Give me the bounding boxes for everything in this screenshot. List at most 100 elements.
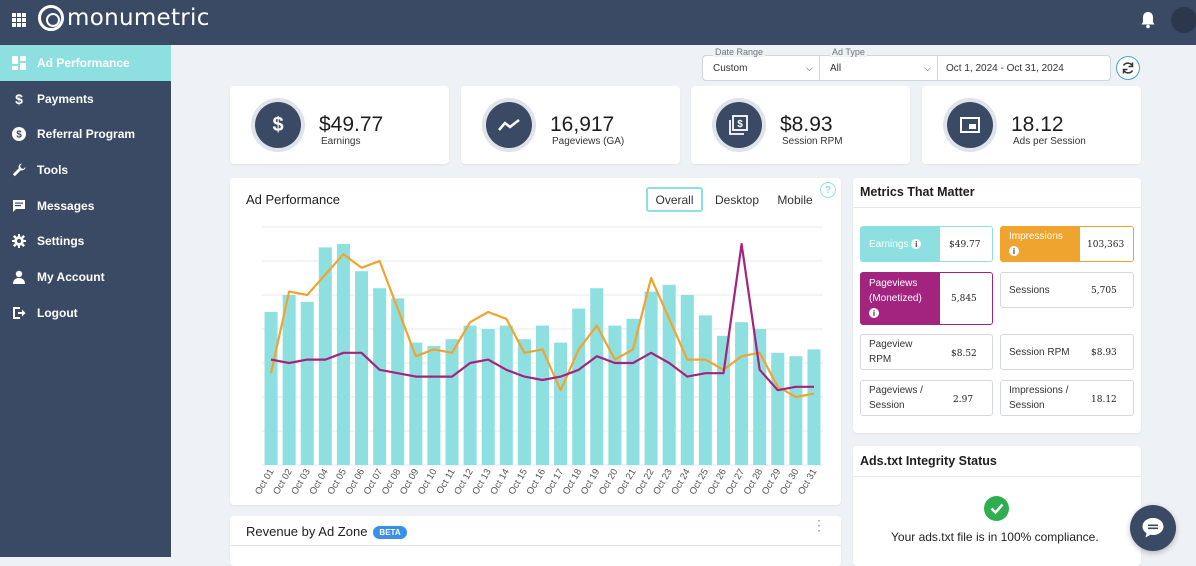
ads-txt-title: Ads.txt Integrity Status [860,454,997,468]
chart-bar[interactable] [282,295,296,465]
chart-bar[interactable] [355,271,369,465]
message-icon [12,199,26,213]
chart-bar[interactable] [427,346,441,465]
chart-bar[interactable] [590,288,604,465]
stat-label: Ads per Session [1013,136,1086,147]
sidebar-item-label: Settings [37,234,85,249]
chart-bar[interactable] [481,329,495,465]
trend-icon [486,102,532,148]
chart-bar[interactable] [373,288,387,465]
refresh-button[interactable] [1116,56,1140,80]
metric-label: Impressions / Session [1009,385,1069,411]
sidebar-item-logout[interactable]: Logout [0,295,171,331]
sidebar-item-label: Payments [37,91,94,106]
chart-bar[interactable] [535,325,550,465]
beta-badge: BETA [373,526,407,540]
dollar-icon: $ [255,102,301,148]
metric-label-text: Pageviews (Monetized) [869,278,922,304]
chart-series-line[interactable] [270,242,814,392]
sidebar-item-payments[interactable]: $ Payments [0,81,171,117]
info-icon[interactable]: i [1009,246,1019,257]
metric-label-text: Earnings [869,239,909,250]
chart-bar[interactable] [680,295,694,465]
sidebar-item-ad-performance[interactable]: Ad Performance [0,45,171,81]
sidebar-item-referral-program[interactable]: $ Referral Program [0,116,171,152]
info-icon[interactable]: i [911,239,922,250]
chart-bar[interactable] [662,284,676,465]
chart-bar[interactable] [644,291,658,465]
metric-label: Impressions i [1009,229,1063,259]
brand-logo[interactable]: monumetric [38,5,210,31]
svg-text:$: $ [16,130,22,141]
ads-txt-message: Your ads.txt file is in 100% compliance. [891,530,1099,544]
chart-bar[interactable] [318,247,332,465]
chart-bar[interactable] [572,308,586,465]
chart-bar[interactable] [735,322,749,465]
date-range-value: Custom [713,63,748,74]
chart-bar[interactable] [698,315,712,465]
sidebar-item-messages[interactable]: Messages [0,188,171,224]
sidebar-item-my-account[interactable]: My Account [0,259,171,295]
chart-bar[interactable] [626,318,640,465]
sidebar-item-label: Referral Program [37,127,136,142]
chart-bar[interactable] [771,352,785,465]
chat-button[interactable] [1130,505,1176,551]
more-options-icon[interactable]: ⋮ [812,517,826,533]
metrics-title: Metrics That Matter [860,185,975,199]
chart-bar[interactable] [753,329,767,465]
apps-grid-icon[interactable] [12,13,26,27]
help-icon[interactable]: ? [820,182,836,198]
ad-type-select[interactable]: Ad Type All ⌵ [820,47,938,80]
avatar[interactable] [1171,7,1196,33]
sidebar-item-label: My Account [37,269,105,284]
chart-bar[interactable] [391,298,405,465]
wrench-icon [12,163,26,177]
dollar-circle-icon: $ [12,127,26,142]
chart-bar[interactable] [807,349,821,465]
logout-icon [12,306,26,320]
sidebar-item-label: Tools [37,162,69,177]
revenue-by-ad-zone-header: Revenue by Ad Zone BETA [246,524,407,540]
chart-bar[interactable] [517,339,531,465]
metric-pageviews-monetized: Pageviews (Monetized) i 5,845 [860,272,993,325]
metric-label: Pageviews (Monetized) i [869,276,939,321]
metric-value: 5,845 [951,294,977,304]
metric-impressions-per-session: Impressions / Session 18.12 [1000,380,1134,416]
date-range-select[interactable]: Date Range Custom ⌵ [703,47,820,80]
date-range-input[interactable]: Oct 1, 2024 - Oct 31, 2024 [938,56,1110,80]
divider [853,207,1141,208]
bell-icon[interactable] [1140,11,1156,29]
metric-label: Session RPM [1009,347,1070,358]
chart-bar[interactable] [608,325,622,465]
svg-text:$: $ [737,119,743,130]
sidebar-item-label: Ad Performance [37,55,130,70]
chart-bar[interactable] [716,335,730,465]
metric-value: 103,363 [1087,240,1125,250]
tab-desktop[interactable]: Desktop [714,192,760,207]
chart-bar[interactable] [463,325,477,465]
stat-label: Session RPM [782,136,843,147]
chart-bar[interactable] [264,312,278,465]
metric-pageview-rpm: Pageview RPM $8.52 [860,334,993,370]
tab-mobile[interactable]: Mobile [777,192,813,207]
chart-bar[interactable] [499,325,513,465]
chart-bar[interactable] [336,244,350,465]
chart-bar[interactable] [300,301,314,465]
chart-bar[interactable] [789,356,803,465]
metric-value: 2.97 [953,395,974,405]
sidebar-item-settings[interactable]: Settings [0,223,171,259]
stat-icon-wrap: $ [251,98,305,152]
date-range-label: Date Range [713,47,766,57]
chart-bar[interactable] [409,342,423,465]
sidebar-item-tools[interactable]: Tools [0,152,171,188]
info-icon[interactable]: i [869,308,879,319]
chart-bars [264,244,821,465]
stat-value: $8.93 [780,113,833,136]
chart-bar[interactable] [445,339,459,465]
chart-lines [269,242,815,399]
dashboard-icon [12,55,26,70]
chart-bar[interactable] [554,342,568,465]
tab-overall[interactable]: Overall [646,187,703,212]
